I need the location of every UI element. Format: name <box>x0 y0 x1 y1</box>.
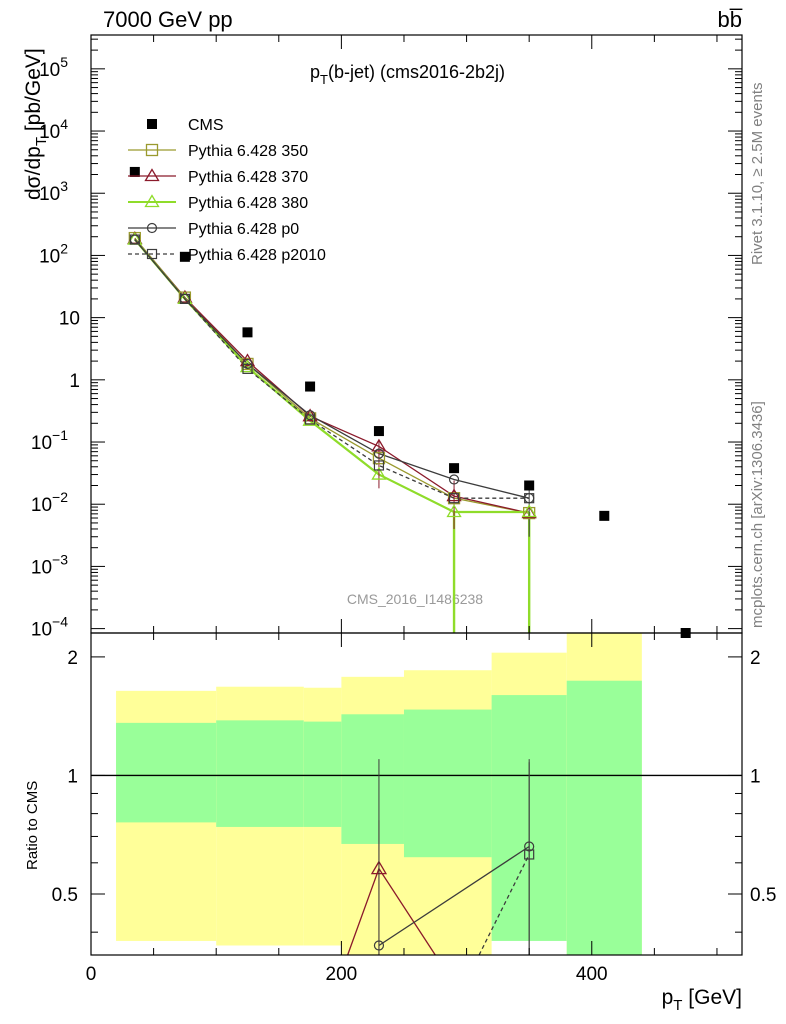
ratio-ytick-label-2: 2 <box>67 648 78 669</box>
plot-title: pT(b-jet) (cms2016-2b2j) <box>310 62 505 87</box>
main-marker-0-5 <box>449 463 460 474</box>
y-tick-label-6: 10−1 <box>31 427 68 454</box>
main-marker-4-5 <box>448 474 460 485</box>
y-tick-label-1: 104 <box>39 116 68 143</box>
green-band-6 <box>566 680 642 955</box>
x-tick-label-2: 400 <box>576 964 608 985</box>
main-line-5 <box>134 239 530 499</box>
ratio-ytick-label-1: 1 <box>67 766 78 787</box>
ratio-frame <box>90 632 743 956</box>
green-band-2 <box>303 721 342 827</box>
y-tick-label-4: 10 <box>59 309 80 330</box>
ratio-ytick-label-right-0: 0.5 <box>750 885 776 906</box>
header-right: bb̅ <box>718 7 743 32</box>
main-marker-2-5 <box>446 488 462 502</box>
ratio-marker-1-0 <box>373 940 385 951</box>
main-marker-0-2 <box>242 327 253 338</box>
green-band-1 <box>216 720 304 827</box>
legend-marker-3 <box>144 194 160 208</box>
main-marker-3-3 <box>302 412 318 426</box>
main-series <box>127 166 691 638</box>
main-marker-5-5 <box>448 493 460 504</box>
ratio-series <box>347 759 535 956</box>
watermark: CMS_2016_I1486238 <box>347 591 483 607</box>
green-band-0 <box>116 722 217 823</box>
legend-label-3: Pythia 6.428 380 <box>188 195 308 212</box>
y-tick-label-2: 103 <box>39 178 68 205</box>
ratio-marker-2-1 <box>524 849 535 860</box>
main-marker-2-4 <box>371 438 387 452</box>
main-marker-0-3 <box>305 381 316 392</box>
ratio-line-2 <box>478 854 530 956</box>
y-tick-label-3: 102 <box>39 240 68 267</box>
axes: 0 200 40010510410310210110−110−210−310−40.… <box>31 34 776 985</box>
legend-label-2: Pythia 6.428 370 <box>188 169 308 186</box>
legend-marker-0 <box>147 119 157 129</box>
main-line-4 <box>134 239 530 499</box>
legend: CMS Pythia 6.428 350 Pythia 6.428 370 Pythi… <box>128 117 326 264</box>
legend-marker-5 <box>146 248 158 260</box>
main-line-3 <box>133 238 530 514</box>
ratio-bands <box>91 633 742 955</box>
y-tick-label-7: 10−2 <box>31 489 68 516</box>
main-marker-2-1 <box>177 289 193 303</box>
main-marker-5-4 <box>373 460 385 471</box>
main-marker-3-5 <box>446 504 462 518</box>
y-tick-label-0: 105 <box>39 54 68 81</box>
green-band-3 <box>341 714 404 844</box>
y-axis-label-main: dσ/dpT [pb/GeV] <box>22 48 50 200</box>
main-marker-5-2 <box>242 363 253 374</box>
main-marker-3-4 <box>371 466 387 480</box>
main-marker-0-1 <box>179 251 190 262</box>
main-marker-3-6 <box>521 504 537 518</box>
main-line-1 <box>134 237 530 514</box>
rivet-label: Rivet 3.1.10, ≥ 2.5M events <box>749 83 766 266</box>
y-tick-label-8: 10−3 <box>31 551 68 578</box>
main-marker-5-0 <box>129 234 140 245</box>
ratio-line-1 <box>378 845 530 947</box>
legend-marker-4 <box>146 222 158 234</box>
main-marker-5-3 <box>304 414 316 425</box>
legend-label-1: Pythia 6.428 350 <box>188 143 308 160</box>
legend-label-4: Pythia 6.428 p0 <box>188 221 299 238</box>
mcplots-label: mcplots.cern.ch [arXiv:1306.3436] <box>749 401 766 628</box>
main-marker-5-6 <box>524 493 535 504</box>
legend-label-0: CMS <box>188 117 224 134</box>
main-marker-0-7 <box>599 510 610 521</box>
main-line-2 <box>134 238 530 514</box>
header-left: 7000 GeV pp <box>103 7 233 32</box>
main-marker-0-4 <box>373 426 384 437</box>
ratio-ytick-label-right-2: 2 <box>750 648 761 669</box>
ratio-ytick-label-0: 0.5 <box>52 885 78 906</box>
y-tick-label-9: 10−4 <box>31 614 68 641</box>
green-band-4 <box>403 709 492 858</box>
x-tick-label-1: 200 <box>326 964 358 985</box>
main-marker-0-6 <box>524 480 535 491</box>
main-marker-3-2 <box>239 359 256 373</box>
main-marker-0-0 <box>129 166 140 177</box>
ratio-ytick-label-right-1: 1 <box>750 766 761 787</box>
main-marker-4-4 <box>373 448 385 459</box>
y-tick-label-5: 1 <box>69 371 80 392</box>
main-marker-1-4 <box>372 452 386 465</box>
x-axis-label: pT [GeV] <box>662 986 742 1014</box>
main-marker-5-1 <box>179 293 190 305</box>
legend-label-5: Pythia 6.428 p2010 <box>188 247 326 264</box>
x-tick-label-0: 0 <box>86 964 97 985</box>
legend-marker-1 <box>145 143 159 157</box>
y-axis-label-ratio: Ratio to CMS <box>24 781 41 870</box>
legend-marker-2 <box>144 168 160 182</box>
